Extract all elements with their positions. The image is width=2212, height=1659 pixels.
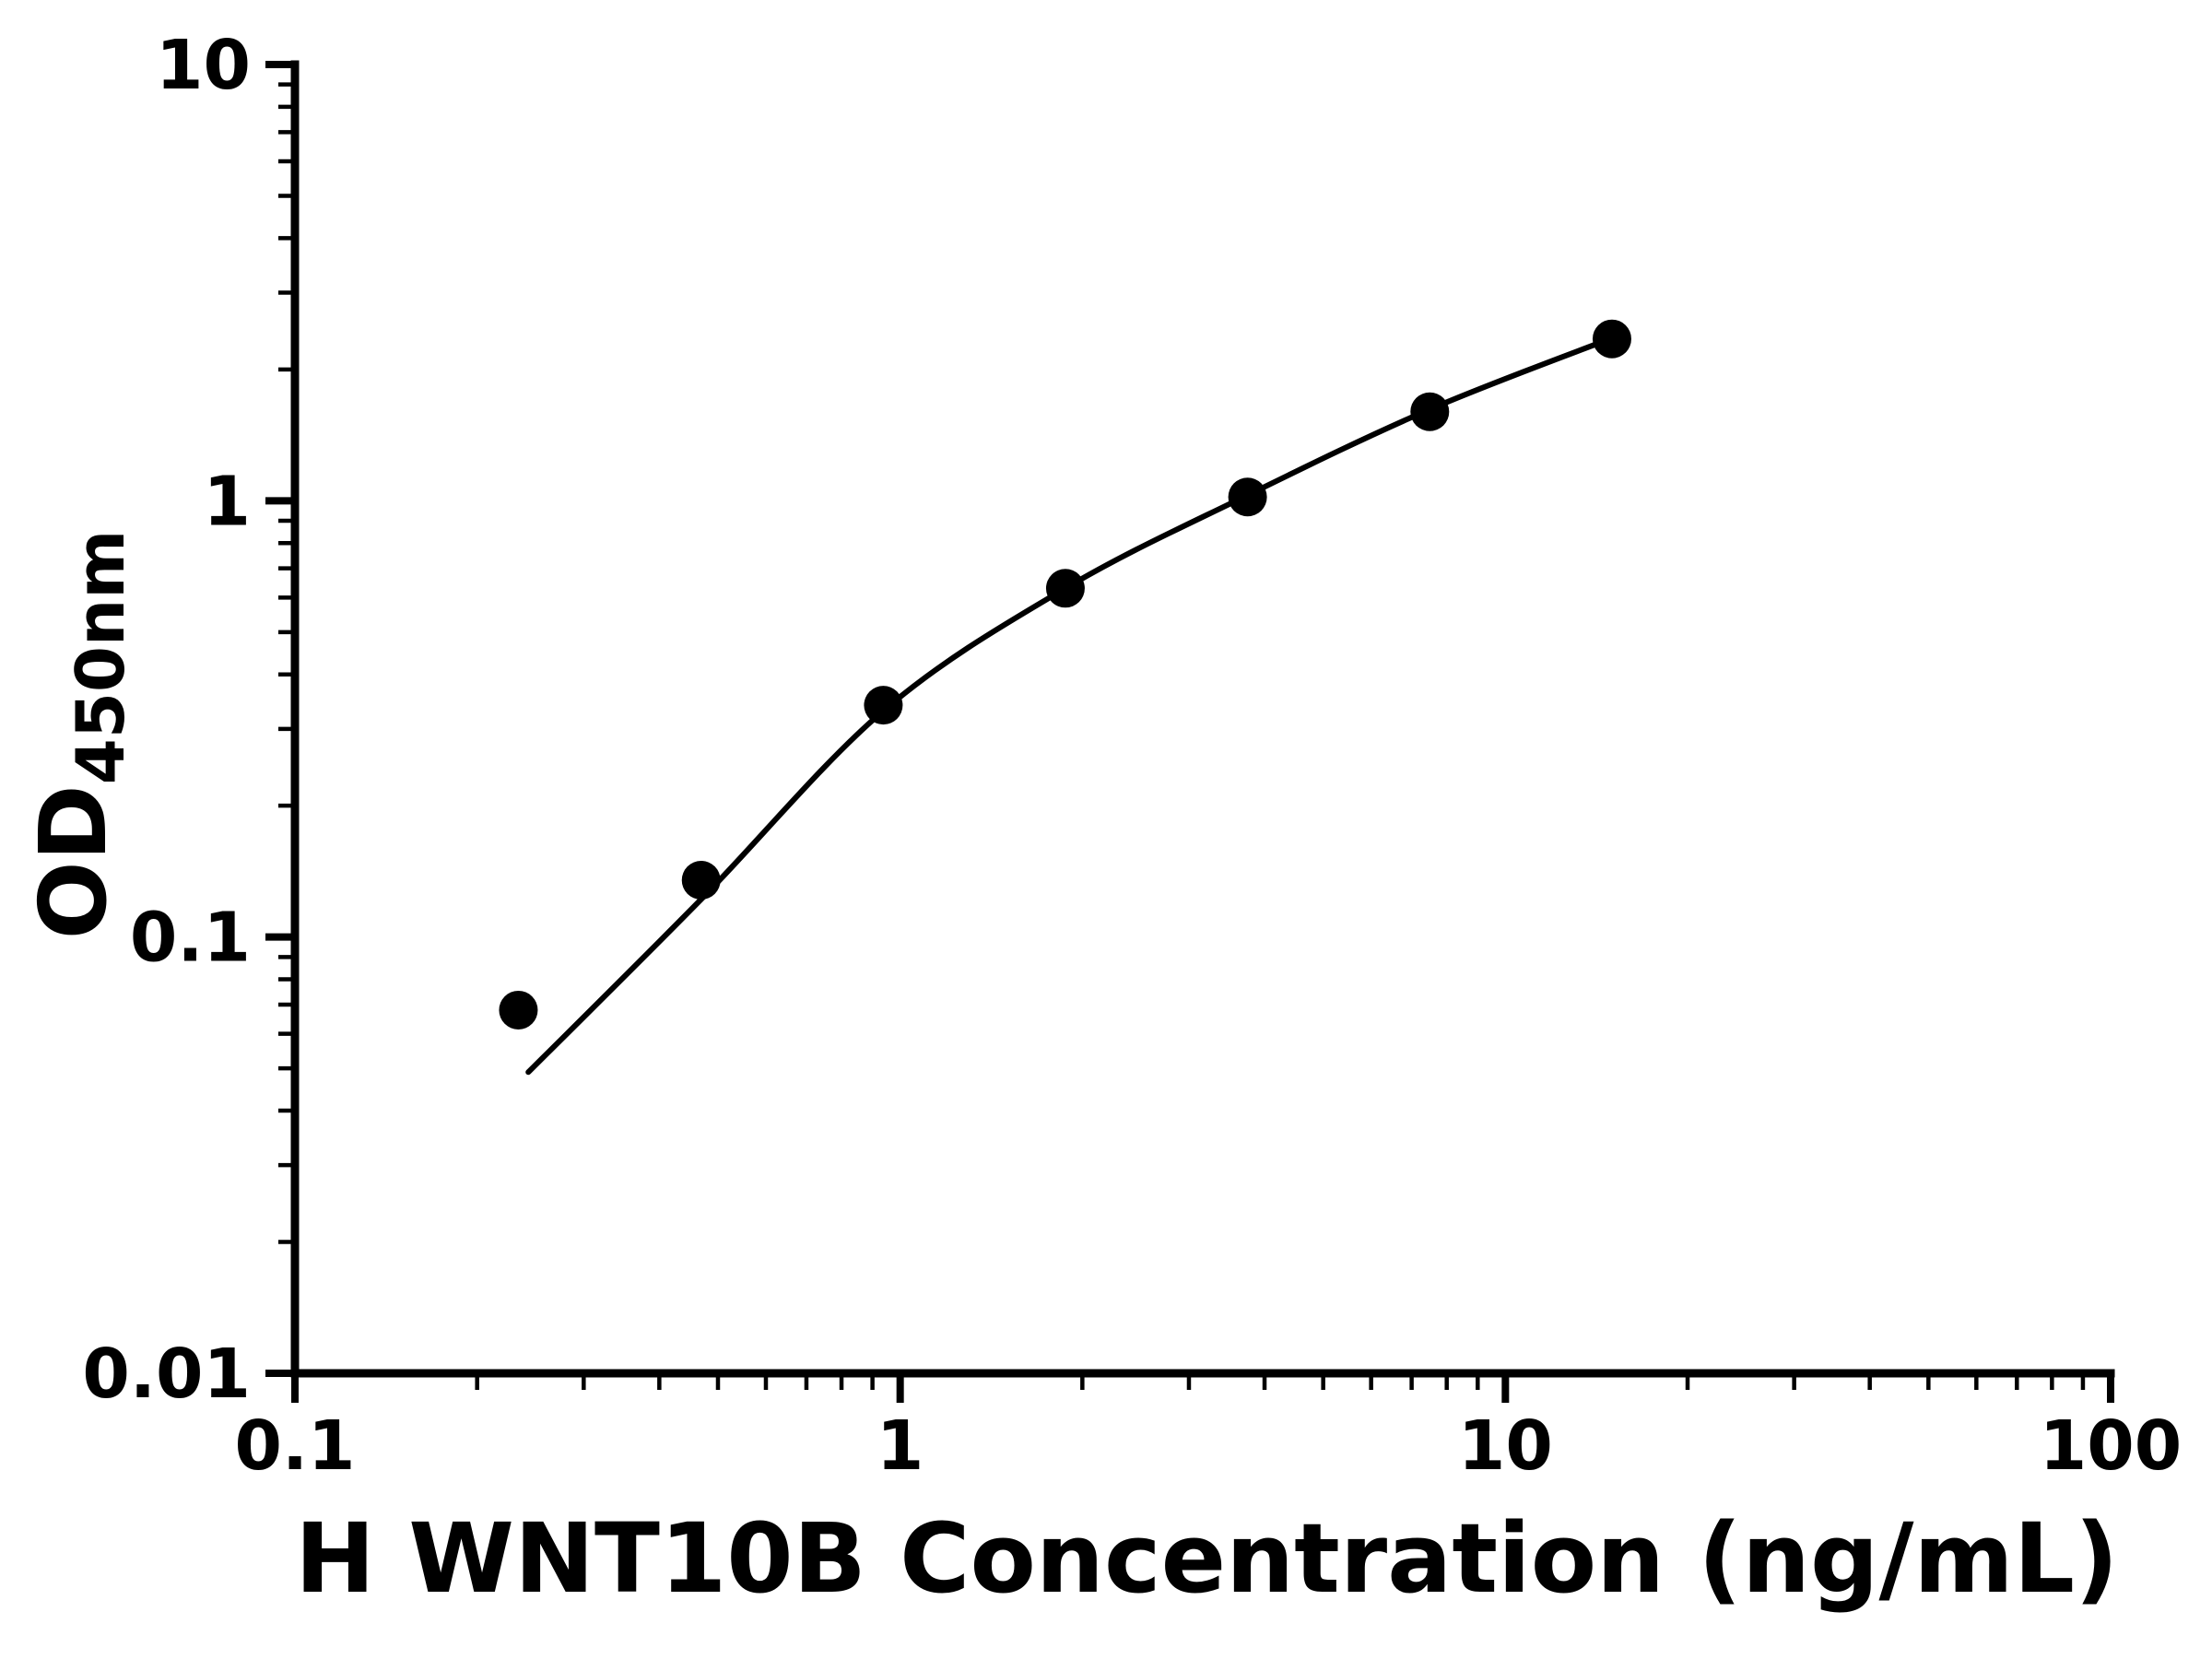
- data-point: [864, 686, 903, 725]
- data-point: [681, 860, 721, 900]
- y-tick-label: 10: [156, 26, 251, 105]
- y-tick-label: 1: [204, 462, 252, 541]
- fit-curve: [525, 335, 1615, 1076]
- x-tick-label: 1: [877, 1406, 924, 1486]
- x-tick-label: 0.1: [234, 1406, 355, 1486]
- data-point: [499, 990, 538, 1030]
- y-tick-label: 0.01: [82, 1335, 251, 1414]
- data-point: [1410, 392, 1450, 431]
- data-point: [1045, 569, 1085, 608]
- y-tick-label: 0.1: [130, 899, 251, 978]
- data-point: [1592, 319, 1631, 359]
- data-point: [1228, 477, 1267, 517]
- x-tick-label: 10: [1458, 1406, 1553, 1486]
- x-axis-label: H WNT10B Concentration (ng/mL): [295, 1502, 2119, 1615]
- x-tick-label: 100: [2040, 1406, 2182, 1486]
